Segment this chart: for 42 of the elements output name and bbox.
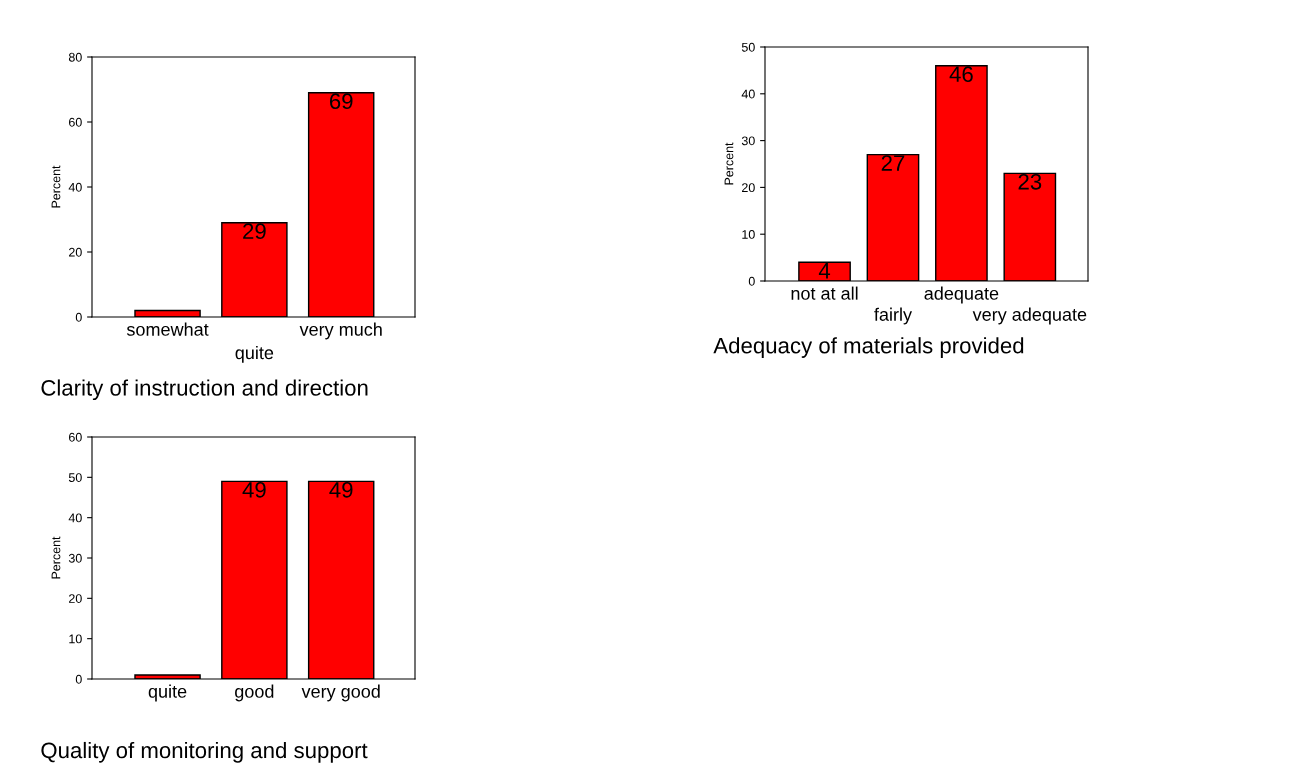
y-axis-title: Percent <box>51 536 61 579</box>
y-tick-label: 50 <box>741 42 755 52</box>
y-tick-label: 20 <box>742 183 755 193</box>
x-axis-title: Quality of monitoring and support <box>41 741 368 763</box>
x-axis-title: Adequacy of materials provided <box>713 337 1024 358</box>
y-tick-label: 80 <box>68 52 82 62</box>
y-tick-label: 60 <box>69 117 82 127</box>
x-tick-label: very much <box>299 322 382 340</box>
y-tick-label: 0 <box>75 674 82 684</box>
data-label: 29 <box>243 223 266 240</box>
x-tick-label: fairly <box>874 307 912 325</box>
y-tick-label: 60 <box>69 432 82 442</box>
x-tick-label: very adequate <box>972 307 1087 325</box>
y-tick-label: 20 <box>69 594 82 603</box>
data-label: 69 <box>329 93 353 110</box>
y-tick-label: 40 <box>68 182 82 192</box>
data-label: 46 <box>949 66 973 83</box>
x-axis-title: Clarity of instruction and direction <box>41 379 368 401</box>
y-tick-label: 0 <box>748 276 755 286</box>
x-tick-label: quite <box>235 345 274 363</box>
data-label: 4 <box>818 263 831 279</box>
y-tick-label: 40 <box>741 89 755 99</box>
y-axis-title: Percent <box>724 142 734 185</box>
x-tick-label: very good <box>301 684 380 702</box>
y-axis-title: Percent <box>51 165 61 208</box>
y-tick-label: 30 <box>68 553 82 563</box>
x-tick-label: not at all <box>791 286 858 300</box>
y-tick-label: 10 <box>742 230 755 239</box>
x-tick-label: good <box>235 684 274 702</box>
x-tick-label: adequate <box>924 286 999 304</box>
y-tick-label: 0 <box>75 312 82 322</box>
y-tick-label: 20 <box>69 247 82 257</box>
y-tick-label: 10 <box>69 634 82 644</box>
data-label: 49 <box>329 481 353 498</box>
data-label: 23 <box>1018 173 1042 190</box>
y-tick-label: 50 <box>68 473 82 482</box>
y-tick-label: 30 <box>741 136 755 146</box>
x-tick-label: quite <box>148 684 187 702</box>
y-tick-label: 40 <box>68 513 82 523</box>
data-label: 49 <box>242 481 266 498</box>
x-tick-label: somewhat <box>126 322 209 336</box>
data-label: 27 <box>881 155 905 171</box>
